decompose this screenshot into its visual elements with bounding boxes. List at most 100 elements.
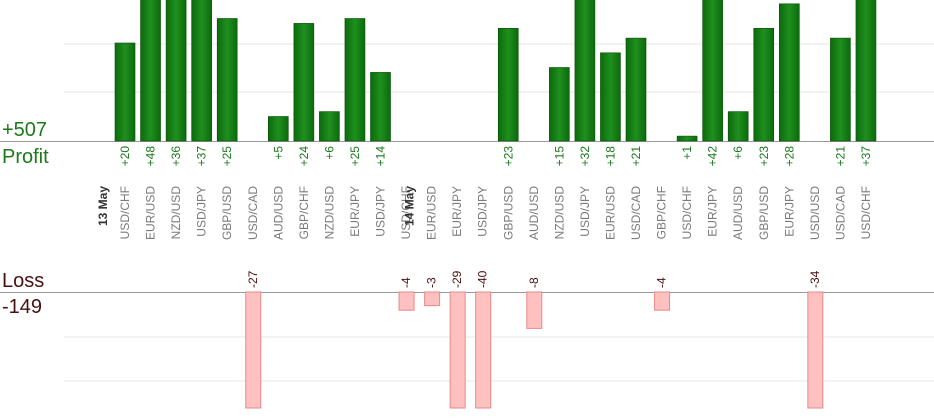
profit-bar [778,3,800,142]
profit-value-label: +18 [603,146,617,167]
category-label: USD/CAD [629,186,643,240]
profit-bar [370,72,391,142]
category-label: EUR/JPY [450,186,464,237]
category-label: GBP/USD [220,186,234,240]
profit-bar [140,0,161,142]
value-labels: +20 +48 +36 +37 +25 -27 +5 +24 +6 +25 +14 -4 -3 -29 -4… [118,146,873,288]
profit-bar [267,116,289,142]
category-label: USD/JPY [578,186,592,237]
category-label: NZD/USD [169,186,183,240]
profit-bar [497,27,519,142]
category-label: AUD/USD [731,186,745,240]
loss-value-label: -3 [425,277,439,288]
loss-value-label: -27 [246,270,260,288]
profit-value-label: +21 [629,146,643,167]
category-label: AUD/USD [527,186,541,240]
loss-value-label: -29 [450,270,464,288]
category-label: GBP/USD [501,186,515,240]
profit-label: Profit [2,146,49,168]
category-label: EUR/USD [144,186,158,240]
profit-bar [600,52,621,142]
loss-label: Loss [2,270,45,292]
profit-value-label: +6 [322,146,336,160]
date-labels: 13 May 14 May [96,186,417,226]
category-label: USD/CHF [859,186,873,239]
profit-value-label: +20 [118,146,132,167]
profit-bar [727,111,749,142]
loss-bar [245,291,262,409]
category-label: GBP/CHF [297,186,311,239]
profit-value-label: +21 [833,146,847,167]
category-labels: USD/CHF EUR/USD NZD/USD USD/JPY GBP/USD USD/C… [118,186,873,240]
loss-bar [526,291,543,329]
profit-bar [574,0,596,142]
date-label: 13 May [96,186,110,226]
category-label: USD/CAD [833,186,847,240]
profit-bar [702,0,723,142]
profit-bar [676,135,698,142]
profit-value-label: +24 [297,146,311,167]
category-label: USD/CHF [118,186,132,239]
profit-bar [855,0,877,142]
profit-bar [344,18,366,142]
category-label: EUR/USD [425,186,439,240]
loss-value-label: -4 [655,277,669,288]
category-label: NZD/USD [552,186,566,240]
category-label: GBP/CHF [655,186,669,239]
category-label: EUR/JPY [782,186,796,237]
category-label: USD/JPY [476,186,490,237]
profit-value-label: +5 [271,146,285,160]
profit-value-label: +15 [552,146,566,167]
loss-total: -149 [2,296,43,318]
profit-bar [625,37,647,142]
category-label: USD/CHF [399,186,413,239]
profit-value-label: +36 [169,146,183,167]
profit-value-label: +32 [578,146,592,167]
profit-bar [830,37,851,142]
loss-bar [398,291,415,311]
category-label: USD/CAD [246,186,260,240]
profit-value-label: +37 [195,146,209,167]
category-label: USD/CHF [680,186,694,239]
profit-bar [191,0,212,142]
category-label: USD/USD [808,186,822,240]
profit-bar [549,67,570,142]
profit-value-label: +1 [680,146,694,160]
profit-bar [319,111,340,142]
loss-value-label: -40 [476,270,490,288]
loss-bar [449,291,466,409]
date-label: 14 May [403,186,417,226]
profit-value-label: +42 [706,146,720,167]
loss-bar [807,291,824,409]
category-label: NZD/USD [322,186,336,240]
profit-bar [165,0,187,142]
category-label: GBP/USD [757,186,771,240]
category-label: EUR/JPY [706,186,720,237]
loss-value-label: -34 [808,270,822,288]
category-label: USD/JPY [374,186,388,237]
category-label: USD/JPY [195,186,209,237]
bars [114,0,877,409]
profit-bar [753,27,775,142]
profit-value-label: +25 [348,146,362,167]
profit-value-label: +48 [144,146,158,167]
profit-bar [114,42,136,142]
loss-value-label: -4 [399,277,413,288]
profit-value-label: +28 [782,146,796,167]
profit-bar [293,23,315,142]
loss-bar [654,291,671,311]
profit-bar [216,18,238,142]
profit-value-label: +25 [220,146,234,167]
profit-value-label: +23 [501,146,515,167]
loss-bar [424,291,441,307]
loss-bar [475,291,492,409]
category-label: EUR/JPY [348,186,362,237]
profit-value-label: +14 [374,146,388,167]
category-label: AUD/USD [271,186,285,240]
profit-value-label: +6 [731,146,745,160]
loss-value-label: -8 [527,277,541,288]
profit-value-label: +37 [859,146,873,167]
profit-total: +507 [2,119,48,141]
category-label: EUR/USD [603,186,617,240]
